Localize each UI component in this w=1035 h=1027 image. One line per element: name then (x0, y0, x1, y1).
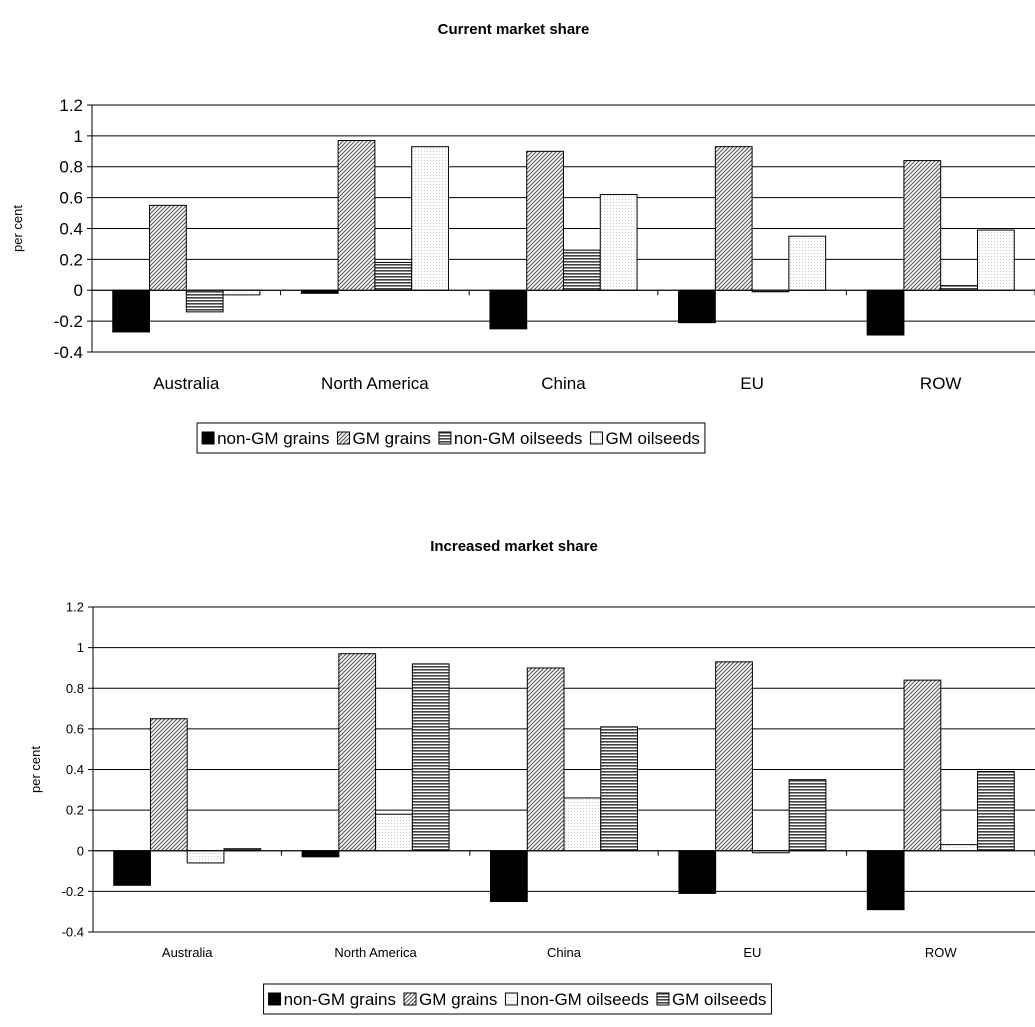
category-label: EU (743, 945, 761, 960)
legend-swatch-non-gm-oilseeds (504, 992, 518, 1006)
bar-gm-oilseeds-australia (222, 289, 261, 296)
y-axis-label: per cent (28, 746, 43, 793)
legend-label-non-gm-grains: non-GM grains (284, 990, 396, 1009)
bar-gm-grains-north-america (337, 140, 376, 291)
bar-gm-oilseeds-eu (788, 779, 827, 852)
y-tick-label: 1 (77, 640, 84, 655)
bar-non-gm-oilseeds-north-america (374, 261, 413, 291)
bar-gm-oilseeds-north-america (411, 146, 449, 291)
y-tick-label: 1.2 (66, 600, 84, 615)
category-label: Australia (162, 945, 213, 960)
bar-non-gm-oilseeds-north-america (375, 813, 413, 852)
bar-gm-oilseeds-eu (788, 235, 827, 291)
legend-swatch-gm-oilseeds (656, 992, 670, 1006)
category-label: China (547, 945, 582, 960)
chart-title: Increased market share (430, 538, 598, 555)
legend-label-non-gm-grains: non-GM grains (217, 429, 329, 448)
y-tick-label: -0.4 (62, 925, 84, 940)
bar-gm-oilseeds-china (599, 194, 638, 291)
bar-gm-grains-eu (714, 146, 753, 291)
bar-non-gm-oilseeds-australia (186, 850, 225, 864)
y-tick-label: 0.8 (59, 158, 83, 177)
y-tick-label: -0.2 (62, 884, 84, 899)
y-tick-label: 1 (74, 127, 83, 146)
bar-gm-grains-australia (149, 204, 187, 291)
bar-non-gm-grains-north-america (301, 850, 340, 858)
bar-gm-grains-australia (149, 718, 188, 852)
bar-gm-grains-row (903, 160, 942, 291)
legend-swatch-non-gm-oilseeds (438, 431, 452, 445)
bar-non-gm-oilseeds-australia (185, 289, 224, 313)
legend-swatch-gm-oilseeds (589, 431, 603, 445)
bar-gm-grains-china (526, 150, 565, 291)
bar-non-gm-grains-china (489, 289, 528, 330)
legend-label-gm-grains: GM grains (419, 990, 497, 1009)
bar-non-gm-oilseeds-row (940, 285, 978, 291)
y-axis-label: per cent (10, 205, 25, 252)
y-tick-label: -0.4 (54, 343, 83, 362)
bar-gm-grains-china (526, 667, 565, 852)
bar-non-gm-oilseeds-china (563, 797, 602, 852)
y-tick-label: 0.2 (59, 250, 83, 269)
bar-non-gm-grains-australia (113, 850, 151, 886)
legend-swatch-non-gm-grains (201, 431, 215, 445)
legend-label-gm-oilseeds: GM oilseeds (605, 429, 699, 448)
legend-swatch-non-gm-grains (268, 992, 282, 1006)
category-label: China (541, 374, 586, 393)
category-label: ROW (925, 945, 958, 960)
bar-non-gm-grains-row (866, 850, 905, 911)
category-label: ROW (920, 374, 962, 393)
chart-title: Current market share (438, 21, 590, 38)
y-tick-label: 0 (77, 843, 84, 858)
bar-non-gm-grains-row (866, 289, 905, 336)
category-label: North America (334, 945, 417, 960)
bar-non-gm-grains-australia (112, 289, 151, 333)
legend-label-gm-oilseeds: GM oilseeds (672, 990, 766, 1009)
bar-non-gm-grains-eu (678, 850, 717, 894)
y-tick-label: 0.2 (66, 803, 84, 818)
legend: non-GM grains GM grains non-GM oilseeds GM … (263, 983, 772, 1015)
chart-current-market-share: Current market share per cent 1.2 1 0.8 0.6 0.… (10, 21, 1035, 454)
legend-label-non-gm-oilseeds: non-GM oilseeds (454, 429, 583, 448)
y-tick-label: 0.6 (59, 189, 83, 208)
legend-swatch-gm-grains (337, 431, 351, 445)
y-tick-label: -0.2 (54, 312, 83, 331)
chart-increased-market-share: Increased market share per cent 1.2 1 0.8 0.6… (28, 538, 1035, 1015)
y-tick-label: 0.4 (66, 762, 84, 777)
bar-non-gm-grains-eu (678, 289, 716, 324)
bar-gm-grains-eu (715, 661, 753, 852)
legend-label-gm-grains: GM grains (353, 429, 431, 448)
y-tick-label: 1.2 (59, 96, 83, 115)
bar-non-gm-oilseeds-row (940, 844, 979, 852)
bar-gm-oilseeds-china (600, 726, 638, 852)
bar-gm-oilseeds-row (976, 229, 1015, 291)
category-label: North America (321, 374, 429, 393)
bar-non-gm-oilseeds-china (563, 249, 601, 291)
legend: non-GM grains GM grains non-GM oilseeds GM … (196, 422, 706, 454)
bar-gm-grains-north-america (338, 653, 377, 852)
y-tick-label: 0.4 (59, 219, 83, 238)
bar-non-gm-grains-china (490, 850, 528, 903)
bar-gm-oilseeds-row (977, 771, 1015, 852)
category-label: EU (740, 374, 764, 393)
category-label: Australia (153, 374, 220, 393)
y-tick-label: 0.6 (66, 721, 84, 736)
bar-gm-grains-row (903, 679, 942, 852)
y-tick-label: 0.8 (66, 681, 84, 696)
legend-swatch-gm-grains (403, 992, 417, 1006)
y-tick-label: 0 (74, 281, 83, 300)
bar-gm-oilseeds-north-america (411, 663, 450, 852)
legend-label-non-gm-oilseeds: non-GM oilseeds (520, 990, 649, 1009)
